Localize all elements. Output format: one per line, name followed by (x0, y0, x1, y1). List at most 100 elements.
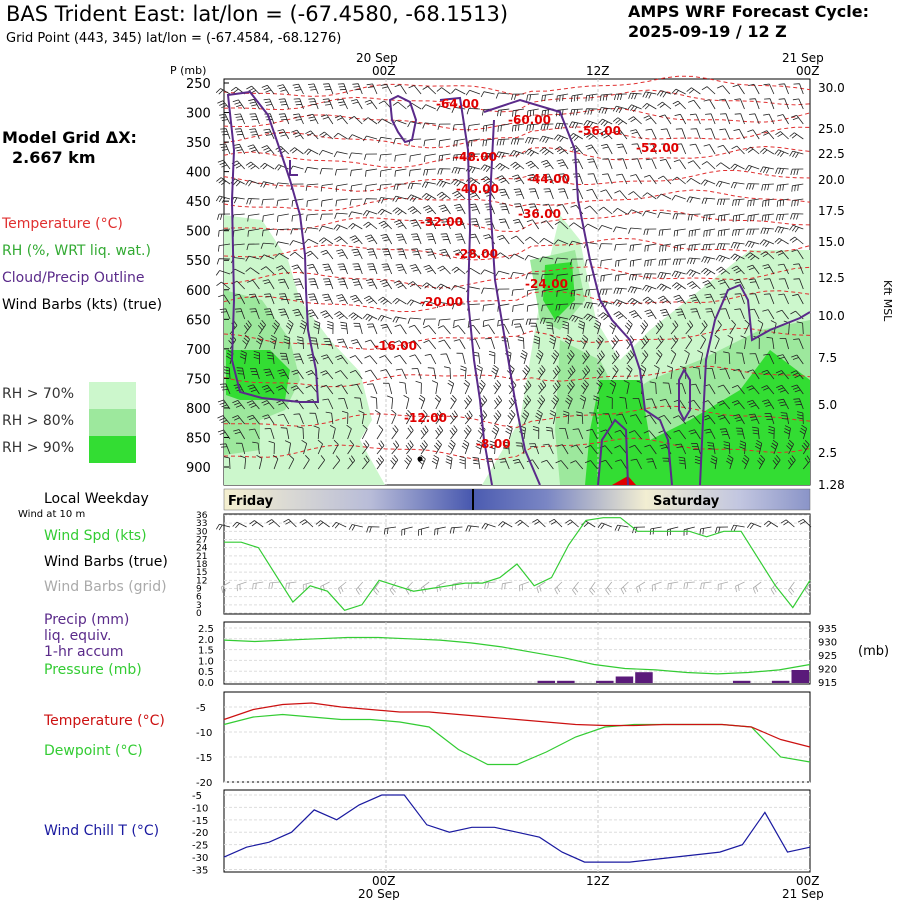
cross-section-barb (394, 324, 407, 335)
wind-barb-grid (735, 581, 745, 593)
cross-section-barb (542, 173, 554, 185)
cross-section-barb (611, 350, 620, 365)
precip-tick-label: 2.0 (198, 635, 214, 646)
cross-section-barb (239, 350, 247, 365)
wind-speed-tick-label: 15 (196, 568, 207, 578)
wind-speed-tick-label: 27 (196, 536, 207, 546)
cross-section-barb (306, 198, 319, 207)
cross-section-barb (245, 267, 260, 275)
cross-section-barb (790, 213, 804, 220)
cross-section-barb (277, 413, 290, 425)
cross-section-barb (596, 365, 605, 380)
cross-section-barb (453, 138, 466, 147)
cross-section-barb (491, 364, 499, 380)
cross-section-barb (329, 425, 336, 440)
cross-section-barb (436, 302, 451, 309)
cross-section-barb (568, 222, 584, 230)
cross-section-barb (496, 175, 510, 185)
cross-section-barb (555, 108, 569, 117)
cross-section-barb (466, 108, 480, 115)
cross-section-barb (600, 189, 613, 200)
cross-section-barb (539, 147, 554, 156)
cross-section-barb (436, 87, 451, 95)
cross-section-barb (511, 93, 525, 100)
cross-section-barb (599, 93, 613, 101)
pressure-axis-title: P (mb) (170, 64, 206, 77)
cross-section-barb (629, 243, 642, 252)
cross-section-barb (215, 270, 231, 276)
cross-section-barb (746, 385, 760, 395)
cross-section-barb (313, 320, 321, 335)
cross-section-barb (606, 396, 613, 410)
forecast-cycle-label: AMPS WRF Forecast Cycle: (628, 2, 870, 21)
cross-section-barb (381, 248, 393, 260)
cross-section-barb (320, 370, 334, 380)
wind-barb-true (481, 523, 496, 530)
cross-section-barb (533, 335, 541, 350)
cross-section-barb (776, 309, 789, 320)
cross-section-barb (512, 218, 525, 230)
cross-section-barb (472, 456, 481, 470)
cross-section-barb (418, 394, 426, 410)
cross-section-barb (520, 349, 528, 365)
cross-section-barb (386, 395, 394, 410)
cross-section-barb (306, 309, 319, 320)
cross-section-barb (757, 319, 764, 335)
temperature-contour-line (223, 237, 811, 261)
cross-section-barb (643, 174, 657, 185)
cross-section-barb (612, 105, 628, 114)
cross-section-barb (644, 414, 657, 425)
cross-section-barb (778, 278, 789, 290)
cross-section-barb (285, 319, 294, 335)
cross-section-barb (568, 240, 583, 247)
wind-barb-true (780, 519, 795, 528)
cross-section-barb (554, 122, 569, 130)
height-tick-label: 17.5 (818, 204, 845, 218)
cross-section-barb (460, 365, 467, 380)
cross-section-barb (409, 153, 422, 162)
cross-section-barb (272, 454, 279, 470)
cross-section-barb (688, 294, 701, 305)
cross-section-barb (334, 212, 348, 219)
cross-section-barb (656, 90, 672, 98)
cross-section-barb (586, 428, 598, 440)
cross-section-barb (585, 288, 598, 296)
cross-section-barb (568, 133, 584, 141)
cross-section-barb (746, 228, 760, 236)
rh-legend-90: RH > 90% (2, 440, 75, 456)
cross-section-barb (554, 257, 569, 264)
pressure-tick-label: 250 (186, 77, 211, 92)
cross-section-barb (361, 440, 370, 455)
cross-section-barb (425, 233, 437, 245)
cross-section-barb (551, 394, 560, 410)
wind-barb-grid (252, 581, 264, 590)
cross-section-barb (570, 273, 583, 282)
cross-section-barb (484, 203, 495, 215)
cross-section-barb (686, 281, 701, 290)
cross-section-barb (408, 85, 422, 95)
cross-section-barb (570, 444, 584, 455)
cross-section-barb (642, 192, 657, 200)
cross-section-barb (641, 335, 650, 350)
cross-section-barb (247, 228, 260, 237)
cross-section-barb (323, 338, 334, 350)
cross-section-barb (517, 336, 525, 350)
cross-section-barb (644, 444, 657, 455)
cross-section-barb (234, 308, 246, 320)
cross-section-barb (378, 136, 392, 143)
cross-section-barb (611, 335, 620, 350)
cross-section-barb (598, 107, 613, 114)
cross-section-barb (307, 113, 319, 125)
pressure-label: Pressure (mb) (44, 662, 142, 678)
cross-section-barb (284, 440, 291, 455)
cross-section-barb (551, 349, 560, 365)
cross-section-barb (631, 143, 642, 155)
cross-section-barb (587, 158, 598, 170)
cross-section-barb (276, 265, 290, 275)
cross-section-barb (318, 237, 334, 245)
temperature-contour-line (223, 365, 811, 388)
cross-section-barb (321, 354, 334, 365)
wind-speed-tick-label: 33 (196, 519, 207, 529)
cross-section-barb (535, 349, 544, 365)
